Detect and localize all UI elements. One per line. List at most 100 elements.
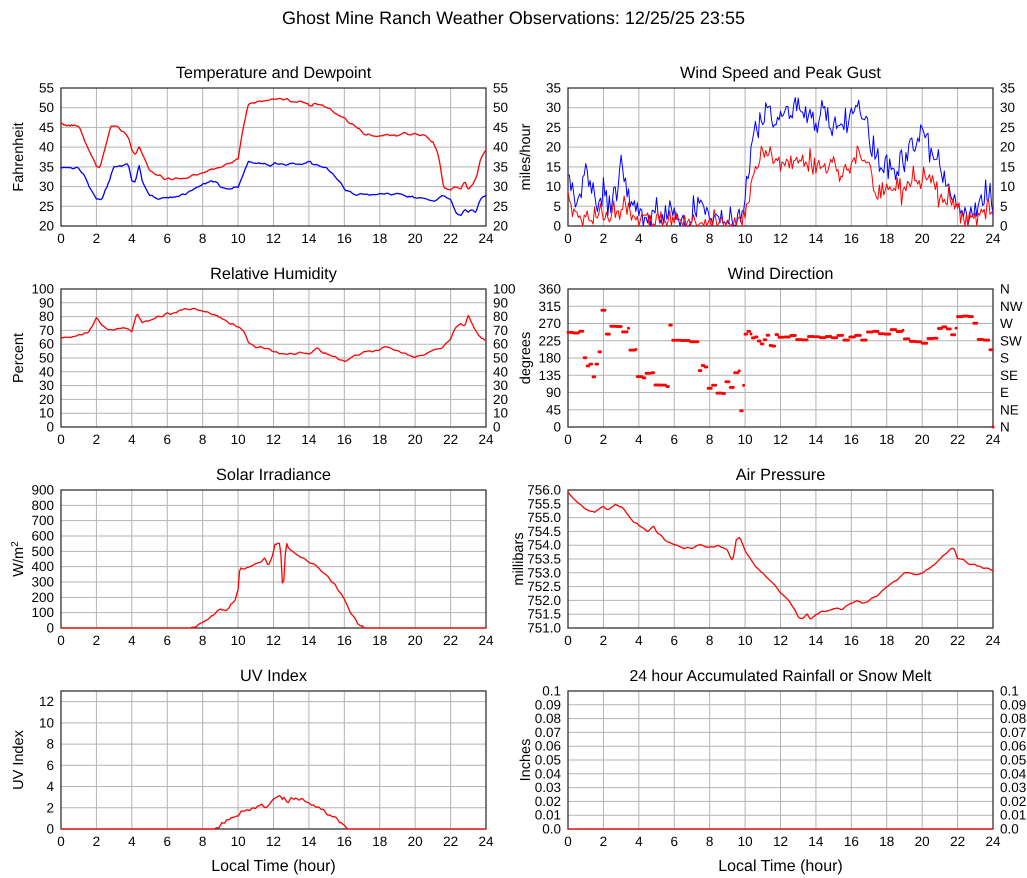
svg-text:25: 25: [493, 199, 508, 214]
svg-text:55: 55: [493, 81, 508, 96]
svg-text:4: 4: [635, 432, 643, 447]
svg-text:14: 14: [808, 432, 824, 447]
svg-text:24: 24: [478, 633, 494, 648]
svg-text:25: 25: [1000, 120, 1015, 135]
svg-text:751.0: 751.0: [527, 621, 561, 636]
svg-text:90: 90: [493, 295, 508, 310]
svg-text:2: 2: [93, 633, 101, 648]
svg-text:360: 360: [538, 282, 561, 297]
svg-text:10: 10: [738, 432, 753, 447]
svg-text:200: 200: [31, 590, 54, 605]
svg-text:10: 10: [493, 406, 508, 421]
svg-text:2: 2: [600, 633, 608, 648]
svg-text:4: 4: [635, 834, 643, 849]
svg-text:0.05: 0.05: [1000, 753, 1026, 768]
svg-text:12: 12: [266, 633, 281, 648]
svg-text:20: 20: [546, 140, 561, 155]
svg-text:SE: SE: [1000, 368, 1018, 383]
svg-text:30: 30: [546, 100, 561, 115]
svg-text:0: 0: [57, 432, 65, 447]
svg-text:0.04: 0.04: [1000, 766, 1027, 781]
svg-text:E: E: [1000, 385, 1009, 400]
svg-text:24 hour Accumulated Rainfall o: 24 hour Accumulated Rainfall or Snow Mel…: [629, 668, 932, 685]
svg-text:0.08: 0.08: [535, 711, 561, 726]
svg-text:SW: SW: [1000, 333, 1022, 348]
svg-text:0.06: 0.06: [535, 739, 561, 754]
svg-text:18: 18: [879, 432, 894, 447]
svg-text:0.09: 0.09: [1000, 697, 1026, 712]
svg-text:0.08: 0.08: [1000, 711, 1026, 726]
svg-text:6: 6: [670, 834, 678, 849]
svg-text:70: 70: [493, 323, 508, 338]
svg-text:W: W: [1000, 316, 1013, 331]
svg-text:0.01: 0.01: [535, 808, 561, 823]
svg-text:35: 35: [493, 159, 508, 174]
svg-text:0.09: 0.09: [535, 697, 561, 712]
svg-text:Relative Humidity: Relative Humidity: [210, 265, 338, 283]
svg-text:20: 20: [408, 231, 423, 246]
svg-text:0.07: 0.07: [535, 725, 561, 740]
svg-text:14: 14: [808, 231, 824, 246]
svg-text:20: 20: [493, 219, 508, 234]
svg-text:30: 30: [493, 378, 508, 393]
svg-text:50: 50: [493, 100, 508, 115]
svg-text:22: 22: [443, 231, 458, 246]
svg-text:24: 24: [985, 432, 1001, 447]
svg-text:NE: NE: [1000, 402, 1019, 417]
svg-text:40: 40: [493, 364, 508, 379]
svg-text:12: 12: [39, 694, 54, 709]
svg-text:50: 50: [493, 351, 508, 366]
svg-text:0.02: 0.02: [535, 794, 561, 809]
svg-text:8: 8: [706, 834, 714, 849]
svg-text:10: 10: [39, 406, 54, 421]
svg-text:20: 20: [915, 432, 930, 447]
svg-text:8: 8: [706, 432, 714, 447]
svg-text:10: 10: [231, 231, 246, 246]
svg-text:45: 45: [546, 402, 561, 417]
svg-text:0: 0: [1000, 219, 1008, 234]
svg-text:22: 22: [950, 633, 965, 648]
svg-text:756.0: 756.0: [527, 483, 561, 498]
svg-text:60: 60: [39, 337, 54, 352]
svg-text:Wind Speed and Peak Gust: Wind Speed and Peak Gust: [680, 64, 881, 82]
svg-text:135: 135: [538, 368, 561, 383]
svg-text:12: 12: [266, 432, 281, 447]
svg-text:12: 12: [266, 231, 281, 246]
svg-text:0: 0: [493, 420, 501, 435]
svg-text:0: 0: [57, 834, 65, 849]
svg-text:25: 25: [39, 199, 54, 214]
svg-text:Ghost Mine Ranch Weather Obser: Ghost Mine Ranch Weather Observations: 1…: [282, 8, 745, 28]
svg-text:600: 600: [31, 529, 54, 544]
svg-text:500: 500: [31, 544, 54, 559]
svg-text:miles/hour: miles/hour: [518, 123, 534, 190]
svg-text:20: 20: [493, 392, 508, 407]
svg-text:40: 40: [39, 364, 54, 379]
svg-text:0: 0: [46, 420, 54, 435]
svg-text:6: 6: [163, 231, 171, 246]
svg-text:0: 0: [46, 822, 54, 837]
svg-text:24: 24: [985, 231, 1001, 246]
svg-text:22: 22: [950, 834, 965, 849]
svg-text:22: 22: [443, 834, 458, 849]
svg-text:20: 20: [408, 633, 423, 648]
svg-text:0.0: 0.0: [1000, 822, 1019, 837]
svg-text:8: 8: [706, 231, 714, 246]
svg-text:8: 8: [199, 231, 207, 246]
svg-text:90: 90: [39, 295, 54, 310]
svg-text:24: 24: [985, 834, 1001, 849]
svg-text:millibars: millibars: [511, 532, 527, 585]
svg-text:6: 6: [163, 834, 171, 849]
svg-text:6: 6: [163, 633, 171, 648]
svg-text:30: 30: [493, 179, 508, 194]
svg-text:4: 4: [128, 633, 136, 648]
svg-text:0.06: 0.06: [1000, 739, 1026, 754]
svg-text:N: N: [1000, 282, 1010, 297]
svg-text:35: 35: [1000, 81, 1015, 96]
svg-text:50: 50: [39, 351, 54, 366]
svg-text:16: 16: [844, 231, 859, 246]
svg-text:6: 6: [163, 432, 171, 447]
svg-text:18: 18: [879, 633, 894, 648]
svg-text:20: 20: [39, 392, 54, 407]
svg-text:10: 10: [738, 633, 753, 648]
svg-text:0: 0: [564, 432, 572, 447]
